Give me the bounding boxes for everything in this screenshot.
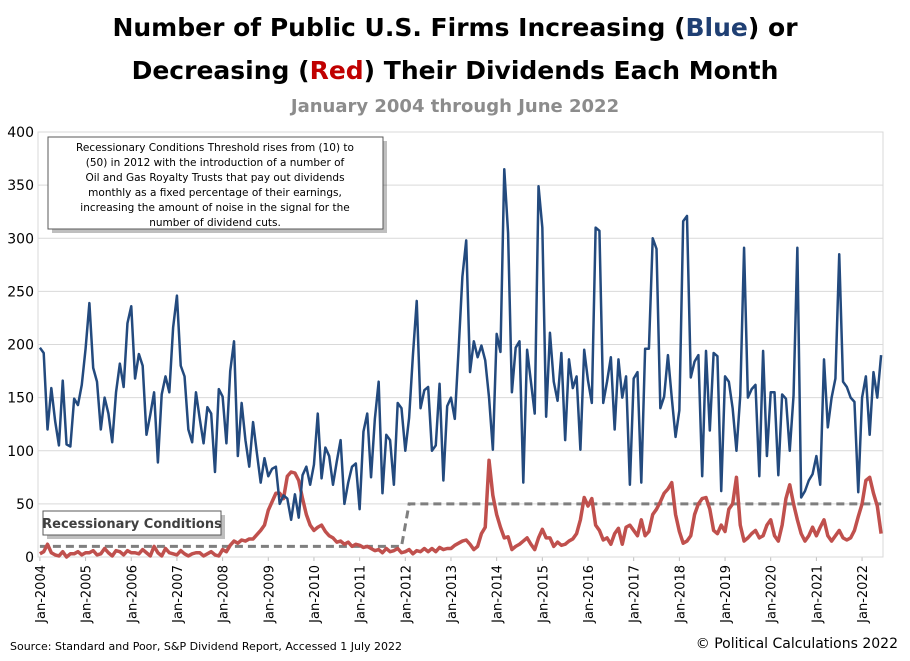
- x-tick-label: Jan-2004: [34, 565, 49, 624]
- y-tick-label: 400: [7, 125, 34, 141]
- x-axis: Jan-2004 Jan-2005 Jan-2006 Jan-2007 Jan-2008…: [34, 557, 871, 624]
- chart-title-line-2: Decreasing (Red) Their Dividends Each Mo…: [131, 56, 779, 85]
- x-tick-label: Jan-2006: [125, 565, 140, 624]
- decreasing-series-line: [39, 458, 883, 559]
- data-series: [38, 167, 883, 559]
- increasing-series-line: [38, 167, 883, 522]
- x-tick-label: Jan-2007: [171, 565, 186, 624]
- y-tick-label: 50: [16, 497, 34, 513]
- x-tick-label: Jan-2012: [399, 565, 414, 624]
- x-tick-label: Jan-2021: [810, 565, 825, 624]
- x-tick-label: Jan-2019: [719, 565, 734, 624]
- y-tick-label: 100: [7, 444, 34, 460]
- y-tick-label: 300: [7, 231, 34, 247]
- recessionary-conditions-label: Recessionary Conditions: [42, 510, 225, 539]
- x-tick-label: Jan-2014: [491, 565, 506, 624]
- chart-title-line-1: Number of Public U.S. Firms Increasing (…: [112, 13, 798, 42]
- threshold-line: [39, 502, 882, 548]
- copyright-note: © Political Calculations 2022: [695, 636, 898, 652]
- y-tick-label: 150: [7, 391, 34, 407]
- chart-subtitle: January 2004 through June 2022: [290, 96, 620, 117]
- y-tick-label: 200: [7, 338, 34, 354]
- y-axis: 0 50 100 150 200 250 300 350 400: [7, 125, 34, 566]
- x-tick-label: Jan-2015: [536, 565, 551, 624]
- x-tick-label: Jan-2008: [217, 565, 232, 624]
- x-tick-label: Jan-2011: [354, 565, 369, 624]
- label-frame: [42, 510, 222, 536]
- source-note: Source: Standard and Poor, S&P Dividend …: [10, 640, 403, 653]
- x-tick-label: Jan-2013: [445, 565, 460, 624]
- y-tick-label: 350: [7, 178, 34, 194]
- y-tick-label: 0: [25, 550, 34, 566]
- plot-area-border: [37, 131, 884, 558]
- x-tick-label: Jan-2018: [673, 565, 688, 624]
- annotation-frame: [47, 136, 384, 230]
- recessionary-conditions-text: Recessionary Conditions: [42, 517, 222, 532]
- recessionary-threshold-line: [39, 502, 882, 548]
- x-tick-label: Jan-2009: [262, 565, 277, 624]
- x-tick-label: Jan-2017: [628, 565, 643, 624]
- y-tick-label: 250: [7, 284, 34, 300]
- annotation-box: Recessionary Conditions Threshold rises …: [47, 136, 387, 233]
- x-tick-label: Jan-2020: [765, 565, 780, 624]
- x-tick-label: Jan-2022: [856, 565, 871, 624]
- x-tick-label: Jan-2005: [80, 565, 95, 624]
- x-tick-label: Jan-2016: [582, 565, 597, 624]
- x-tick-label: Jan-2010: [308, 565, 323, 624]
- annotation-text: Recessionary Conditions Threshold rises …: [76, 142, 354, 229]
